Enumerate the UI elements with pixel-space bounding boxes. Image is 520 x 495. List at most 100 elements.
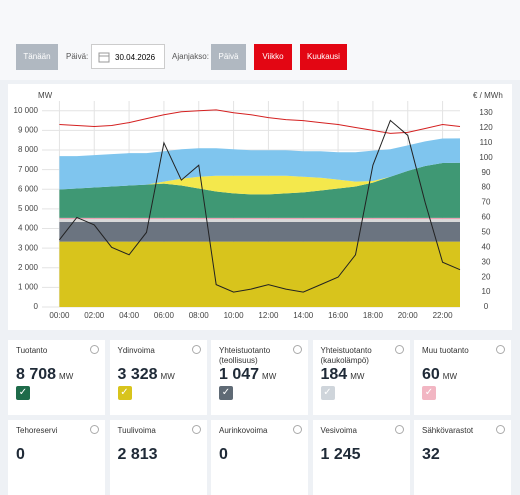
card-label: Tuulivoima	[117, 426, 156, 435]
y2-tick-label: 60	[482, 213, 491, 222]
period-button[interactable]: Kuukausi	[300, 44, 347, 70]
stat-card: Aurinkovoima 0	[211, 420, 308, 495]
card-label: Ydinvoima	[117, 346, 155, 355]
info-icon[interactable]	[191, 425, 201, 434]
period-button[interactable]: Viikko	[254, 44, 292, 70]
card-value: 184	[320, 366, 348, 383]
x-tick-label: 00:00	[49, 311, 70, 320]
card-value: 0	[219, 446, 228, 463]
y-tick-label: 6 000	[18, 184, 39, 193]
toolbar: Tänään Päivä: 30.04.2026 Ajanjakso: Päiv…	[0, 0, 520, 80]
card-value: 3 328	[117, 366, 158, 383]
info-icon[interactable]	[496, 345, 505, 354]
y2-tick-label: 70	[482, 198, 491, 207]
y-tick-label: 8 000	[18, 145, 39, 154]
x-tick-label: 22:00	[433, 311, 454, 320]
card-label: Yhteistuotanto (kaukolämpö)	[320, 346, 372, 365]
stat-card: Tehoreservi 0	[8, 420, 105, 495]
info-icon[interactable]	[394, 345, 404, 354]
area	[59, 162, 461, 195]
stat-card: Yhteistuotanto (teollisuus) 1 047 MW ✓	[211, 340, 308, 415]
x-tick-label: 08:00	[189, 311, 210, 320]
period-button[interactable]: Päivä	[211, 44, 246, 70]
period-label: Ajanjakso:	[172, 52, 209, 61]
y2-tick-label: 20	[482, 272, 491, 281]
info-icon[interactable]	[191, 345, 201, 354]
y2-tick-label: 120	[479, 123, 493, 132]
card-label: Vesivoima	[320, 426, 357, 435]
card-unit: MW	[160, 372, 175, 381]
card-icon: ✓	[16, 386, 30, 400]
y-tick-label: 0	[34, 302, 39, 311]
stat-card: Muu tuotanto 60 MW ✓	[414, 340, 511, 415]
chart: MW € / MWh 0 1 000 2 000 3 000 4 000 5 000 6 0…	[14, 91, 503, 320]
card-unit: MW	[59, 372, 74, 381]
date-input[interactable]: 30.04.2026	[91, 44, 165, 69]
info-icon[interactable]	[90, 425, 99, 434]
line	[59, 119, 461, 293]
y-tick-label: 7 000	[18, 165, 39, 174]
y2-tick-label: 130	[479, 108, 493, 117]
card-icon: ✓	[117, 386, 132, 400]
date-value: 30.04.2026	[115, 53, 156, 62]
x-tick-label: 02:00	[84, 311, 105, 320]
card-label: Tehoreservi	[16, 426, 58, 435]
calendar-icon	[98, 52, 110, 63]
stat-card: Yhteistuotanto (kaukolämpö) 184 MW ✓	[312, 340, 410, 415]
y2-tick-label: 0	[484, 302, 489, 311]
card-icon: ✓	[219, 386, 233, 400]
card-unit: MW	[262, 372, 277, 381]
card-label: Aurinkovoima	[219, 426, 268, 435]
y2-tick-label: 50	[482, 227, 491, 236]
info-icon[interactable]	[394, 425, 404, 434]
chart-panel: MW € / MWh 0 1 000 2 000 3 000 4 000 5 000 6 0…	[8, 84, 512, 330]
stat-card: Sähkövarastot 32	[414, 420, 511, 495]
info-icon[interactable]	[293, 425, 302, 434]
date-label: Päivä:	[66, 52, 89, 61]
info-icon[interactable]	[293, 345, 302, 354]
y-tick-label: 3 000	[18, 243, 39, 252]
stat-card: Vesivoima 1 245	[312, 420, 410, 495]
x-tick-label: 12:00	[258, 311, 279, 320]
line	[59, 109, 461, 134]
area	[59, 162, 461, 218]
y2-tick-label: 80	[482, 183, 491, 192]
y2-tick-label: 30	[482, 257, 491, 266]
y2-tick-label: 110	[480, 138, 493, 147]
stat-card: Ydinvoima 3 328 MW ✓	[109, 340, 207, 415]
area	[59, 217, 461, 220]
area	[59, 241, 461, 307]
card-icon: ✓	[422, 386, 436, 400]
card-label: Yhteistuotanto (teollisuus)	[219, 346, 271, 365]
y2-tick-label: 10	[482, 287, 491, 296]
y2-tick-label: 90	[482, 168, 491, 177]
card-value: 1 047	[219, 366, 260, 383]
y2-tick-label: 100	[479, 153, 493, 162]
info-icon[interactable]	[496, 425, 505, 434]
y-tick-label: 2 000	[18, 263, 39, 272]
y-axis-title: MW	[38, 91, 53, 100]
info-icon[interactable]	[90, 345, 99, 354]
card-label: Tuotanto	[16, 346, 48, 355]
x-tick-label: 10:00	[224, 311, 245, 320]
y-tick-label: 4 000	[18, 224, 39, 233]
card-value: 8 708	[16, 366, 57, 383]
y-tick-label: 9 000	[18, 126, 39, 135]
card-value: 2 813	[117, 446, 158, 463]
stat-card: Tuotanto 8 708 MW ✓	[8, 340, 105, 415]
area	[59, 138, 461, 190]
today-button[interactable]: Tänään	[16, 44, 58, 70]
card-icon: ✓	[320, 386, 335, 400]
card-value: 1 245	[320, 446, 361, 463]
card-label: Sähkövarastot	[422, 426, 474, 435]
stat-card: Tuulivoima 2 813	[109, 420, 207, 495]
card-value: 0	[16, 446, 25, 463]
x-tick-label: 06:00	[154, 311, 175, 320]
x-tick-label: 18:00	[363, 311, 384, 320]
x-tick-label: 16:00	[328, 311, 349, 320]
y-tick-label: 1 000	[18, 282, 39, 291]
y-tick-label: 5 000	[18, 204, 39, 213]
y2-tick-label: 40	[482, 242, 491, 251]
card-unit: MW	[350, 372, 365, 381]
